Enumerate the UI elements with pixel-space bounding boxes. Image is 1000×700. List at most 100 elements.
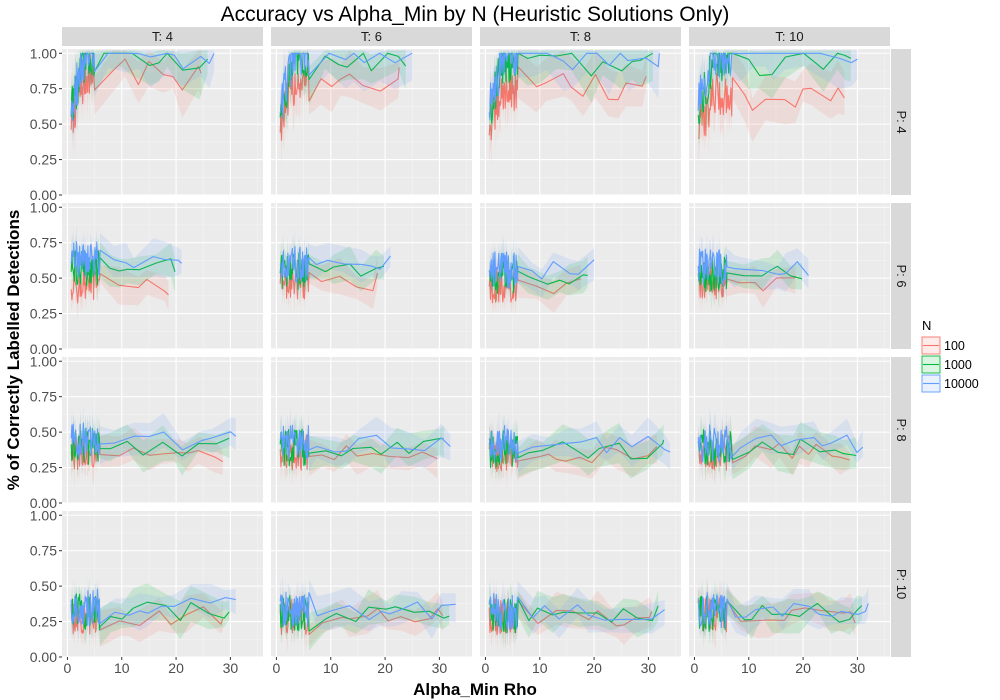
facet-row-label: P: 8 <box>894 418 909 441</box>
series-ribbon-1000 <box>698 411 857 486</box>
y-tick-label: 0.50 <box>30 578 57 594</box>
series-line-100 <box>698 72 845 139</box>
facet-strip-right <box>891 511 911 657</box>
series-ribbon-100 <box>489 249 581 318</box>
series-ribbon-10000 <box>280 227 391 301</box>
chart-title: Accuracy vs Alpha_Min by N (Heuristic So… <box>221 3 730 26</box>
y-tick-label: 0.75 <box>30 389 57 405</box>
legend: N 100 1000 10000 <box>921 318 979 393</box>
y-tick-label: 0.50 <box>30 116 57 132</box>
series-ribbon-10000 <box>698 405 863 481</box>
facet-strip-top <box>480 27 681 46</box>
facet-row-label: P: 10 <box>894 569 909 599</box>
x-tick-label: 30 <box>223 660 239 676</box>
facet-panel <box>271 49 472 196</box>
legend-title: N <box>922 318 931 333</box>
series-ribbon-1000 <box>489 50 653 144</box>
y-tick-label: 0.50 <box>30 270 57 286</box>
y-tick-label: 1.00 <box>30 507 57 523</box>
facet-col-label: T: 4 <box>152 29 173 44</box>
series-line-10000 <box>70 588 236 627</box>
facet-panel <box>271 203 472 350</box>
series-line-10000 <box>70 422 237 458</box>
panel-background <box>689 357 890 503</box>
series-line-10000 <box>697 248 809 286</box>
facet-row-label: P: 6 <box>894 264 909 287</box>
y-tick-label: 1.00 <box>30 199 57 215</box>
series-ribbon-10000 <box>489 50 660 144</box>
facet-strip-right <box>891 203 911 349</box>
series-ribbon-100 <box>280 247 378 317</box>
series-line-10000 <box>697 52 858 111</box>
y-tick-label: 1.00 <box>30 45 57 61</box>
facet-strip-top <box>689 27 890 46</box>
x-tick-label: 10 <box>114 660 130 676</box>
facet-strip-right <box>891 357 911 503</box>
panel-background <box>271 511 472 657</box>
series-ribbon-10000 <box>71 224 182 294</box>
series-ribbon-10000 <box>698 575 869 644</box>
series-line-10000 <box>488 424 671 463</box>
legend-label: 10000 <box>944 377 979 391</box>
series-ribbon-1000 <box>280 578 450 651</box>
series-ribbon-100 <box>698 578 856 650</box>
facet-panel <box>480 203 681 350</box>
facet-col-label: T: 8 <box>570 29 591 44</box>
x-tick-label: 20 <box>586 660 602 676</box>
y-tick-label: 0.75 <box>30 235 57 251</box>
facet-strip-top <box>271 27 472 46</box>
panel-background <box>689 511 890 657</box>
panel-background <box>271 357 472 503</box>
series-ribbon-100 <box>280 50 400 169</box>
series-ribbon-100 <box>71 580 223 652</box>
y-tick-label: 0.75 <box>30 81 57 97</box>
series-ribbon-100 <box>489 583 652 653</box>
y-tick-label: 1.00 <box>30 353 57 369</box>
series-ribbon-10000 <box>71 404 236 475</box>
series-ribbon-1000 <box>489 415 664 483</box>
facet-panel <box>62 357 263 504</box>
y-axis-title: % of Correctly Labelled Detections <box>4 210 23 491</box>
series-line-100 <box>488 266 582 304</box>
series-ribbon-1000 <box>71 411 230 477</box>
x-tick-label: 0 <box>64 660 72 676</box>
series-ribbon-10000 <box>71 50 215 147</box>
legend-label: 100 <box>944 339 965 353</box>
series-line-10000 <box>279 52 413 119</box>
facet-panel <box>480 357 681 504</box>
series-ribbon-100 <box>71 50 202 164</box>
panel-background <box>480 357 681 503</box>
facet-strip-right <box>891 49 911 195</box>
facet-panel <box>689 203 890 350</box>
series-ribbon-1000 <box>698 50 851 148</box>
facet-panel <box>271 357 472 504</box>
facet-panels: T: 4 0.00 0.25 0.50 0.75 1.00 T: 6 T: 8 T: 10 P: … <box>30 27 911 676</box>
panel-background <box>62 357 263 503</box>
panel-background <box>480 511 681 657</box>
series-line-10000 <box>697 424 864 463</box>
series-ribbon-10000 <box>280 575 456 645</box>
x-tick-label: 10 <box>741 660 757 676</box>
panel-background <box>480 49 681 195</box>
series-ribbon-10000 <box>280 406 451 475</box>
series-ribbon-100 <box>698 243 796 316</box>
y-tick-label: 0.00 <box>30 341 57 357</box>
series-line-10000 <box>279 245 391 283</box>
facet-panel <box>689 357 890 504</box>
facet-panel <box>62 49 263 196</box>
x-tick-label: 10 <box>323 660 339 676</box>
x-tick-label: 20 <box>168 660 184 676</box>
facet-panel <box>62 511 263 658</box>
facet-panel <box>271 511 472 658</box>
series-ribbon-100 <box>489 50 647 169</box>
series-ribbon-1000 <box>280 410 444 483</box>
series-line-100 <box>488 65 647 141</box>
x-tick-label: 20 <box>795 660 811 676</box>
series-ribbon-100 <box>71 416 223 488</box>
series-line-10000 <box>488 251 595 289</box>
series-ribbon-10000 <box>698 230 809 303</box>
series-ribbon-1000 <box>489 581 659 652</box>
series-line-1000 <box>279 595 450 632</box>
series-line-10000 <box>70 52 215 122</box>
